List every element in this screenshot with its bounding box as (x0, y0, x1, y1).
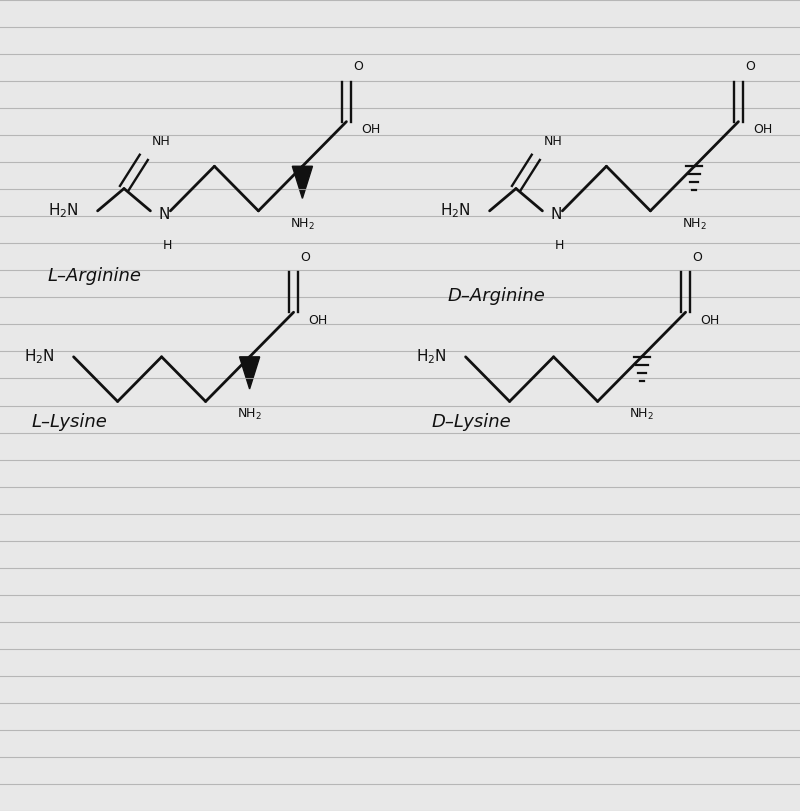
Text: NH$_2$: NH$_2$ (682, 217, 707, 232)
Text: NH: NH (152, 135, 170, 148)
Text: NH$_2$: NH$_2$ (629, 407, 654, 423)
Text: H$_2$N: H$_2$N (48, 201, 78, 221)
Text: D–Lysine: D–Lysine (432, 413, 512, 431)
Text: H$_2$N: H$_2$N (24, 347, 54, 367)
Text: O: O (353, 60, 362, 73)
Text: OH: OH (753, 123, 772, 136)
Polygon shape (239, 357, 260, 389)
Text: H$_2$N: H$_2$N (416, 347, 446, 367)
Text: NH$_2$: NH$_2$ (290, 217, 315, 232)
Text: L–Arginine: L–Arginine (48, 267, 142, 285)
Text: OH: OH (308, 314, 327, 327)
Text: NH: NH (544, 135, 562, 148)
Text: O: O (745, 60, 754, 73)
Polygon shape (292, 166, 313, 199)
Text: D–Arginine: D–Arginine (448, 287, 546, 305)
Text: H$_2$N: H$_2$N (440, 201, 470, 221)
Text: NH$_2$: NH$_2$ (237, 407, 262, 423)
Text: O: O (300, 251, 310, 264)
Text: H: H (554, 239, 564, 252)
Text: N: N (158, 208, 170, 222)
Text: N: N (550, 208, 562, 222)
Text: OH: OH (700, 314, 719, 327)
Text: L–Lysine: L–Lysine (32, 413, 108, 431)
Text: OH: OH (361, 123, 380, 136)
Text: O: O (692, 251, 702, 264)
Text: H: H (162, 239, 172, 252)
